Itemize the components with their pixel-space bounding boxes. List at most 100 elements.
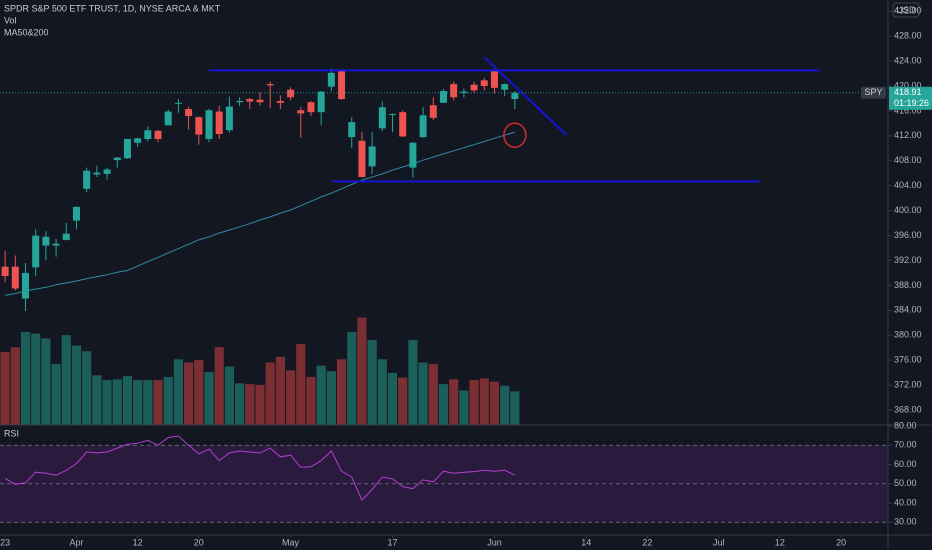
candle-body (511, 92, 519, 100)
candle-body (52, 243, 60, 246)
x-tick-label: 17 (388, 537, 398, 547)
x-tick-label: 20 (194, 537, 204, 547)
y-tick-label: 408.00 (894, 155, 922, 165)
y-tick-label: 392.00 (894, 255, 922, 265)
volume-bar (102, 380, 112, 425)
y-tick-label: 416.00 (894, 105, 922, 115)
candle-body (215, 111, 223, 134)
rsi-tick-label: 80.00 (894, 420, 917, 430)
volume-bar (408, 340, 418, 425)
volume-bar (143, 380, 153, 425)
candle-body (338, 70, 346, 100)
x-tick-label: Jun (487, 537, 502, 547)
currency-button[interactable] (892, 2, 920, 18)
volume-bar (194, 360, 204, 425)
candle-body (246, 99, 254, 102)
candle-body (11, 266, 19, 289)
x-tick-label: Jul (713, 537, 725, 547)
candle-body (439, 90, 447, 103)
trend-line (483, 56, 568, 136)
candle-body (389, 114, 397, 116)
candle-body (236, 100, 244, 103)
candle-body (297, 110, 305, 114)
symbol-tag-label: SPY (864, 87, 882, 97)
volume-bar (0, 352, 10, 425)
volume-bar (459, 390, 469, 425)
candle-body (490, 69, 498, 88)
volume-bar (438, 384, 449, 425)
candle-body (327, 72, 335, 87)
currency-label[interactable]: USD (896, 5, 916, 15)
candle-body (62, 233, 70, 240)
candle-body (174, 102, 182, 104)
circle-annotation (503, 122, 527, 148)
volume-bar (265, 362, 275, 425)
candle-body (195, 117, 203, 135)
y-tick-label: 432.00 (894, 6, 922, 16)
candle-body (429, 105, 437, 118)
rsi-tick-label: 30.00 (894, 517, 917, 527)
candle-body (266, 84, 274, 86)
candle-body (154, 130, 162, 139)
volume-bar (133, 380, 143, 425)
y-tick-label: 396.00 (894, 230, 922, 240)
candle-body (501, 84, 509, 90)
rsi-tick-label: 60.00 (894, 459, 917, 469)
candle-body (307, 102, 315, 113)
ma-line (5, 131, 516, 296)
candle-body (205, 110, 213, 139)
volume-bar (428, 364, 438, 425)
volume-bar (204, 372, 214, 425)
volume-bar (357, 317, 367, 425)
y-tick-label: 428.00 (894, 31, 922, 41)
candle-body (134, 138, 142, 143)
volume-bar (10, 347, 20, 425)
volume-bar (234, 383, 245, 425)
candle-body (185, 109, 193, 116)
x-tick-label: 12 (775, 537, 785, 547)
x-tick-label: 20 (836, 537, 846, 547)
volume-bar (469, 380, 479, 425)
countdown-label: 01:19:26 (894, 98, 929, 108)
candle-body (1, 266, 9, 277)
candle-body (470, 84, 478, 91)
candle-body (72, 206, 80, 221)
volume-bar (122, 376, 133, 425)
candle-body (399, 112, 407, 137)
y-tick-label: 372.00 (894, 379, 922, 389)
volume-bar (296, 344, 306, 425)
indicator-label: Vol (4, 15, 17, 25)
candle-body (348, 122, 356, 138)
y-tick-label: 400.00 (894, 205, 922, 215)
y-tick-label: 376.00 (894, 355, 922, 365)
volume-bar (418, 362, 428, 425)
volume-bar (316, 365, 326, 425)
volume-bar (387, 372, 398, 425)
candle-body (83, 170, 91, 189)
x-tick-label: 14 (581, 537, 591, 547)
volume-bar (41, 338, 51, 425)
candle-body (93, 172, 101, 175)
rsi-tick-label: 50.00 (894, 478, 917, 488)
volume-bar (336, 359, 347, 425)
volume-bar (500, 385, 510, 425)
rsi-tick-label: 70.00 (894, 440, 917, 450)
candle-body (368, 146, 376, 167)
rsi-line (4, 435, 516, 501)
y-tick-label: 384.00 (894, 305, 922, 315)
y-tick-label: 388.00 (894, 280, 922, 290)
volume-bar (398, 377, 408, 425)
candle-body (225, 106, 233, 131)
volume-bar (377, 359, 387, 425)
volume-bar (367, 340, 377, 425)
last-price-label: 418.91 (894, 87, 922, 97)
volume-bar (306, 376, 316, 425)
candle-body (103, 169, 111, 174)
volume-bar (224, 366, 234, 425)
candle-body (460, 91, 468, 93)
volume-bar (163, 376, 173, 425)
volume-bar (510, 391, 520, 425)
candle-body (164, 111, 172, 126)
